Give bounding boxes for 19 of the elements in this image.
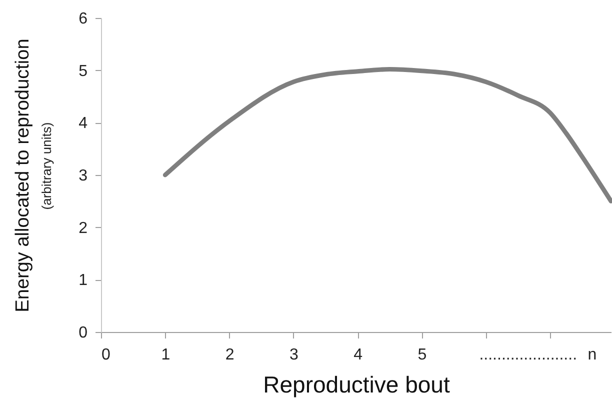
y-tick-label: 5 (78, 62, 88, 80)
y-tick-label: 3 (78, 168, 88, 184)
y-tick-label: 4 (78, 115, 88, 132)
x-tick-label: ...................... (479, 346, 577, 364)
x-tick-label: 5 (418, 346, 427, 364)
x-tick-label: 3 (290, 346, 298, 364)
y-tick-label: 6 (78, 10, 88, 28)
y-tick-label: 2 (78, 220, 88, 237)
x-axis-title: Reproductive bout (263, 372, 450, 398)
x-tick-label: n (588, 346, 597, 364)
x-tick-label: 2 (225, 346, 234, 364)
text: (arbitrary units) (39, 122, 54, 210)
x-tick-label: 0 (102, 346, 110, 364)
y-tick-label: 0 (78, 324, 88, 342)
y-axis-title: Energy allocated to reproduction (12, 38, 34, 312)
x-tick-label: 1 (161, 346, 170, 364)
x-tick-label: 4 (354, 346, 363, 364)
line-series (162, 67, 612, 204)
y-tick-label: 1 (78, 272, 88, 290)
